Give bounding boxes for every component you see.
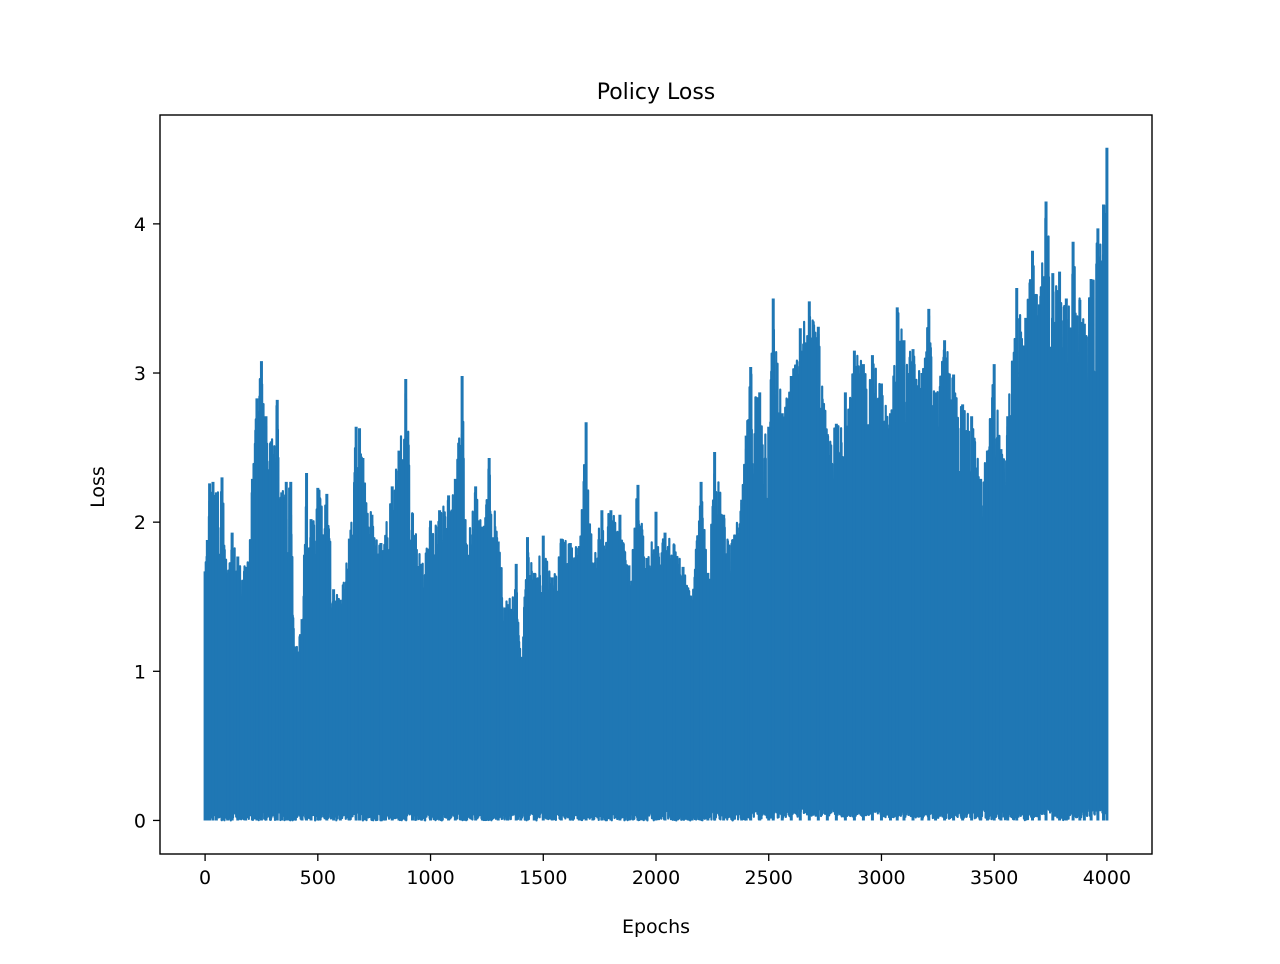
y-axis: 0 1 2 3 4 <box>134 214 160 832</box>
y-tick-label: 0 <box>134 810 146 832</box>
y-tick-label: 4 <box>134 214 146 236</box>
series-layer <box>203 147 1109 822</box>
x-tick-label: 2500 <box>745 867 793 889</box>
y-axis-label: Loss <box>87 466 109 508</box>
x-tick-label: 4000 <box>1083 867 1131 889</box>
x-tick-label: 3500 <box>970 867 1018 889</box>
y-tick-label: 2 <box>134 512 146 534</box>
x-tick-label: 1000 <box>406 867 454 889</box>
x-tick-label: 500 <box>300 867 336 889</box>
y-tick-label: 1 <box>134 661 146 683</box>
x-tick-label: 2000 <box>632 867 680 889</box>
x-tick-label: 0 <box>199 867 211 889</box>
x-axis-label: Epochs <box>622 916 690 938</box>
x-tick-label: 3000 <box>857 867 905 889</box>
x-axis: 0 500 1000 1500 2000 2500 3000 3500 4000 <box>199 854 1131 889</box>
x-tick-label: 1500 <box>519 867 567 889</box>
chart-title: Policy Loss <box>597 80 716 105</box>
y-tick-label: 3 <box>134 363 146 385</box>
